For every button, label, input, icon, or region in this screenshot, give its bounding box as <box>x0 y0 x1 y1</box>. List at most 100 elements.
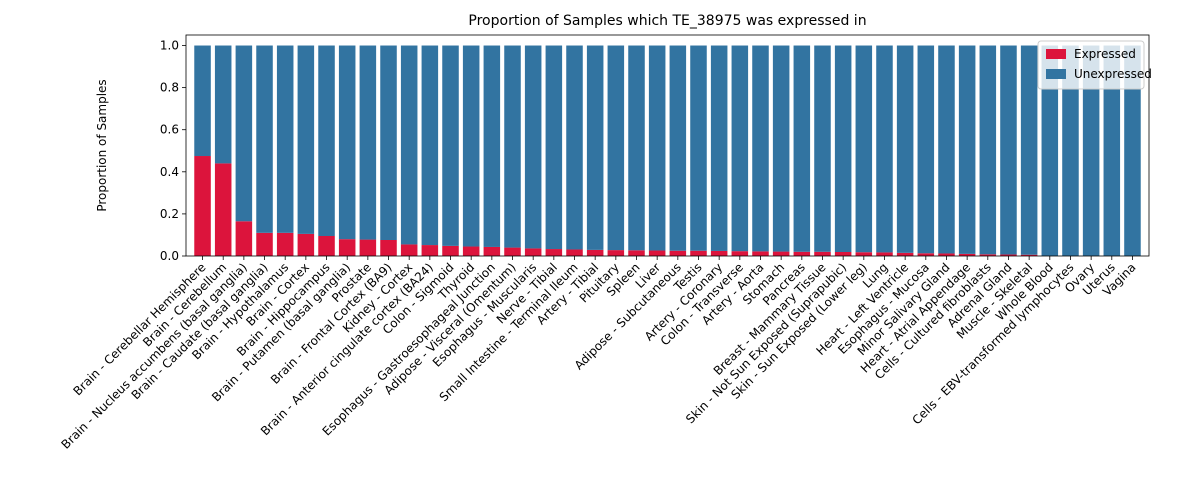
bar-expressed-21 <box>628 250 645 256</box>
bar-unexpressed-32 <box>855 45 873 253</box>
bar-expressed-1 <box>214 163 232 256</box>
bars-group <box>194 45 1141 256</box>
bar-expressed-2 <box>235 221 253 256</box>
plot-frame <box>185 34 1150 257</box>
bar-expressed-5 <box>297 233 315 256</box>
bar-expressed-17 <box>545 249 563 256</box>
bar-unexpressed-21 <box>628 45 645 251</box>
bar-expressed-12 <box>442 245 459 256</box>
bar-unexpressed-0 <box>194 45 211 157</box>
bar-unexpressed-5 <box>297 45 315 234</box>
bar-expressed-13 <box>462 246 480 256</box>
legend: Expressed Unexpressed <box>1037 40 1152 90</box>
bar-expressed-11 <box>421 245 439 256</box>
legend-swatch-unexpressed <box>1046 69 1066 79</box>
bar-unexpressed-34 <box>896 45 914 253</box>
bar-unexpressed-3 <box>256 45 273 233</box>
bar-unexpressed-26 <box>731 45 749 252</box>
bar-expressed-34 <box>896 252 914 256</box>
bar-expressed-38 <box>979 254 997 256</box>
bar-unexpressed-27 <box>752 45 769 252</box>
bar-unexpressed-38 <box>979 45 997 255</box>
bar-expressed-22 <box>648 250 666 256</box>
bar-unexpressed-30 <box>814 45 831 252</box>
bar-expressed-33 <box>876 252 893 256</box>
bar-expressed-27 <box>752 251 769 256</box>
bar-expressed-40 <box>1020 254 1038 256</box>
bar-unexpressed-36 <box>938 45 955 254</box>
axes-group <box>185 34 1150 257</box>
bar-unexpressed-19 <box>586 45 604 250</box>
bar-unexpressed-17 <box>545 45 563 250</box>
bar-unexpressed-45 <box>1124 45 1141 256</box>
y-ticks-group: 0.0 0.2 0.4 0.6 0.8 1.0 <box>160 39 186 263</box>
y-tick-label: 1.0 <box>160 39 179 53</box>
bar-unexpressed-18 <box>566 45 583 250</box>
y-tick-label: 0.6 <box>160 123 179 137</box>
bar-unexpressed-20 <box>607 45 625 251</box>
bar-unexpressed-4 <box>276 45 294 233</box>
bar-unexpressed-43 <box>1082 45 1100 256</box>
bar-unexpressed-40 <box>1020 45 1038 255</box>
legend-label-expressed: Expressed <box>1074 47 1136 61</box>
y-tick-label: 0.8 <box>160 81 179 95</box>
y-tick-label: 0.0 <box>160 249 179 263</box>
bar-unexpressed-14 <box>483 45 501 247</box>
bar-unexpressed-16 <box>524 45 542 249</box>
bar-expressed-26 <box>731 251 749 256</box>
chart-title: Proportion of Samples which TE_38975 was… <box>468 13 866 29</box>
bar-expressed-9 <box>380 240 397 256</box>
bar-expressed-24 <box>690 250 707 256</box>
bar-expressed-31 <box>834 252 852 256</box>
bar-expressed-4 <box>276 232 294 256</box>
bar-expressed-10 <box>400 244 418 256</box>
y-axis-label: Proportion of Samples <box>95 79 109 211</box>
bar-expressed-37 <box>958 253 976 256</box>
bar-unexpressed-11 <box>421 45 439 246</box>
bar-expressed-7 <box>338 239 356 256</box>
bar-unexpressed-37 <box>958 45 976 254</box>
bar-expressed-28 <box>772 251 790 256</box>
bar-expressed-39 <box>1000 254 1017 256</box>
bar-unexpressed-31 <box>834 45 852 252</box>
bar-expressed-25 <box>710 250 728 256</box>
x-tick-label: Brain - Nucleus accumbens (basal ganglia… <box>58 260 249 451</box>
bar-expressed-14 <box>483 246 501 256</box>
bar-expressed-8 <box>359 239 377 256</box>
y-tick-label: 0.2 <box>160 207 179 221</box>
legend-label-unexpressed: Unexpressed <box>1074 67 1152 81</box>
bar-unexpressed-10 <box>400 45 418 245</box>
bar-expressed-35 <box>917 253 935 256</box>
bar-unexpressed-8 <box>359 45 377 240</box>
bar-expressed-29 <box>793 251 811 256</box>
bar-expressed-16 <box>524 248 542 256</box>
bar-unexpressed-35 <box>917 45 935 254</box>
bar-unexpressed-7 <box>338 45 356 240</box>
bar-expressed-23 <box>669 250 687 256</box>
legend-swatch-expressed <box>1046 49 1066 59</box>
bar-unexpressed-2 <box>235 45 253 222</box>
bar-unexpressed-22 <box>648 45 666 251</box>
bar-expressed-19 <box>586 249 604 256</box>
bar-unexpressed-33 <box>876 45 893 253</box>
bar-expressed-30 <box>814 251 831 256</box>
bar-expressed-32 <box>855 252 873 256</box>
bar-unexpressed-12 <box>442 45 459 246</box>
bar-expressed-6 <box>318 236 335 256</box>
bar-expressed-15 <box>504 247 521 256</box>
bar-expressed-18 <box>566 249 583 256</box>
bar-unexpressed-1 <box>214 45 232 164</box>
y-tick-label: 0.4 <box>160 165 179 179</box>
bar-expressed-0 <box>194 156 211 256</box>
bar-unexpressed-29 <box>793 45 811 252</box>
bar-unexpressed-24 <box>690 45 707 251</box>
bar-unexpressed-25 <box>710 45 728 251</box>
bar-unexpressed-6 <box>318 45 335 236</box>
bar-unexpressed-23 <box>669 45 687 251</box>
bar-unexpressed-9 <box>380 45 397 240</box>
bar-unexpressed-13 <box>462 45 480 247</box>
bar-expressed-3 <box>256 232 273 256</box>
bar-unexpressed-42 <box>1062 45 1079 256</box>
bar-unexpressed-44 <box>1103 45 1121 256</box>
